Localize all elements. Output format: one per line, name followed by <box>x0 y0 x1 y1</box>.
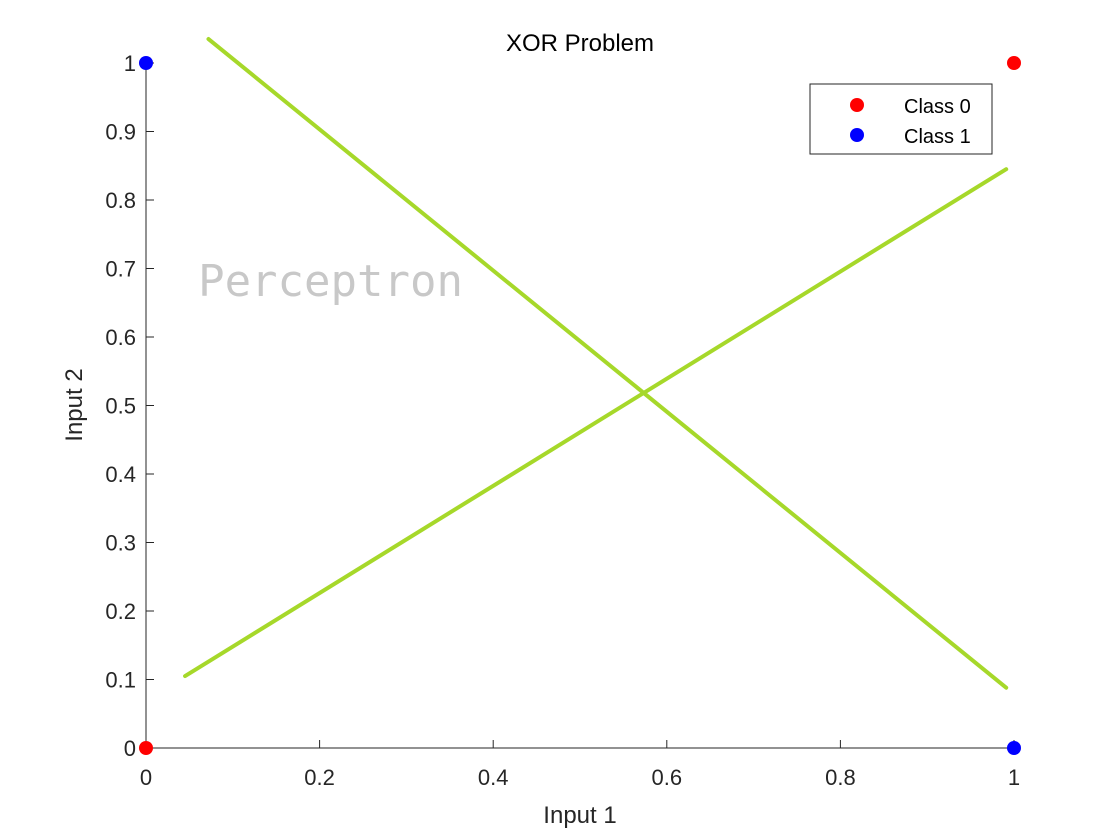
data-point-class-1 <box>1007 741 1021 755</box>
chart-title: XOR Problem <box>506 30 654 57</box>
legend-marker <box>850 128 864 142</box>
perceptron-watermark: Perceptron <box>198 256 463 307</box>
y-axis-label: Input 2 <box>61 368 88 441</box>
x-axis-label: Input 1 <box>543 802 616 829</box>
legend-label: Class 0 <box>904 96 971 118</box>
x-tick-label: 1 <box>1008 765 1020 790</box>
y-tick-label: 0.7 <box>105 257 136 282</box>
y-tick-label: 0.9 <box>105 120 136 145</box>
y-tick-label: 0.5 <box>105 394 136 419</box>
legend-marker <box>850 98 864 112</box>
x-tick-label: 0 <box>140 765 152 790</box>
decision-line-1 <box>206 37 1009 690</box>
legend-label: Class 1 <box>904 126 971 148</box>
legend-box <box>809 83 993 155</box>
y-tick-label: 1 <box>124 51 136 76</box>
y-tick-label: 0.3 <box>105 531 136 556</box>
plot-area: 0 0.2 0.4 0.6 0.8 1 0 0.1 0.2 0.3 0.4 0.5 0.6 0.7 0.8 0… <box>105 37 1021 790</box>
y-tick-label: 0.1 <box>105 668 136 693</box>
x-tick-label: 0.8 <box>825 765 856 790</box>
x-tick-label: 0.2 <box>304 765 335 790</box>
data-point-class-0 <box>139 741 153 755</box>
x-tick-label: 0.4 <box>478 765 509 790</box>
y-tick-label: 0.2 <box>105 599 136 624</box>
y-tick-label: 0.6 <box>105 325 136 350</box>
data-point-class-0 <box>1007 56 1021 70</box>
decision-line-2 <box>183 167 1009 679</box>
y-tick-label: 0.8 <box>105 188 136 213</box>
data-point-class-1 <box>139 56 153 70</box>
y-tick-label: 0 <box>124 736 136 761</box>
y-tick-label: 0.4 <box>105 462 136 487</box>
legend: Class 0 Class 1 <box>809 83 993 155</box>
x-tick-label: 0.6 <box>652 765 683 790</box>
